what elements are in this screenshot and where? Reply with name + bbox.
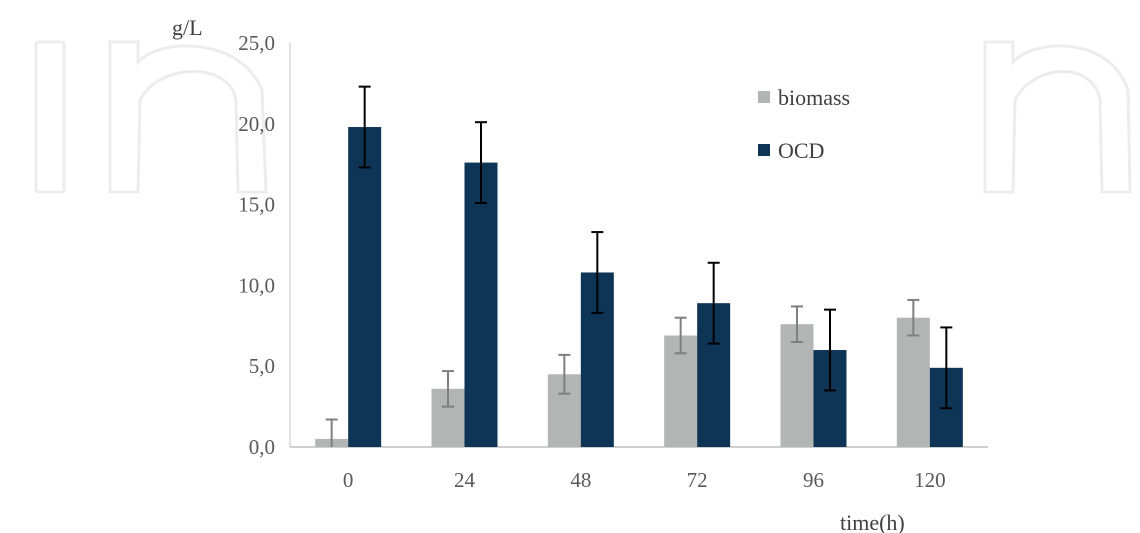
y-tick-label: 20,0 xyxy=(238,112,275,136)
error-bar-biomass xyxy=(442,370,454,408)
error-bar-biomass xyxy=(674,316,687,355)
y-axis-title: g/L xyxy=(172,15,203,40)
legend-label-ocd: OCD xyxy=(778,138,824,163)
bar-biomass xyxy=(896,317,930,447)
error-bar-biomass xyxy=(558,353,571,395)
y-tick-label: 5,0 xyxy=(249,354,275,378)
bar-series xyxy=(315,127,963,448)
x-tick-label: 96 xyxy=(803,468,824,492)
y-tick-label: 0,0 xyxy=(249,435,275,459)
error-bar-ocd xyxy=(707,261,720,345)
x-tick-label: 72 xyxy=(687,468,708,492)
y-tick-labels: 0,0 5,0 10,0 15,0 20,0 25,0 xyxy=(238,31,275,459)
error-bar-ocd xyxy=(940,326,953,410)
error-bar-ocd xyxy=(824,308,836,392)
error-bar-ocd xyxy=(358,85,371,169)
x-tick-label: 24 xyxy=(454,468,476,492)
legend-swatch-biomass xyxy=(758,91,770,103)
bar-ocd xyxy=(348,127,382,448)
legend-swatch-ocd xyxy=(758,144,770,156)
x-tick-label: 120 xyxy=(914,468,946,492)
error-bar-biomass xyxy=(325,418,338,447)
error-bar-ocd xyxy=(591,231,604,314)
x-axis-title: time(h) xyxy=(840,510,905,533)
x-tick-labels: 0 24 48 72 96 120 xyxy=(343,468,946,492)
y-tick-label: 25,0 xyxy=(238,31,275,55)
legend-label-biomass: biomass xyxy=(778,85,850,110)
x-tick-label: 48 xyxy=(570,468,591,492)
watermark-shape xyxy=(34,40,1132,194)
error-bar-biomass xyxy=(791,305,803,343)
x-tick-label: 0 xyxy=(343,468,354,492)
bar-biomass xyxy=(780,324,814,447)
error-bars xyxy=(325,85,953,447)
legend: biomass OCD xyxy=(758,85,850,163)
y-tick-label: 10,0 xyxy=(238,273,275,297)
bar-ocd xyxy=(464,162,498,448)
y-tick-label: 15,0 xyxy=(238,193,275,217)
error-bar-ocd xyxy=(475,121,487,204)
error-bar-biomass xyxy=(907,298,920,337)
